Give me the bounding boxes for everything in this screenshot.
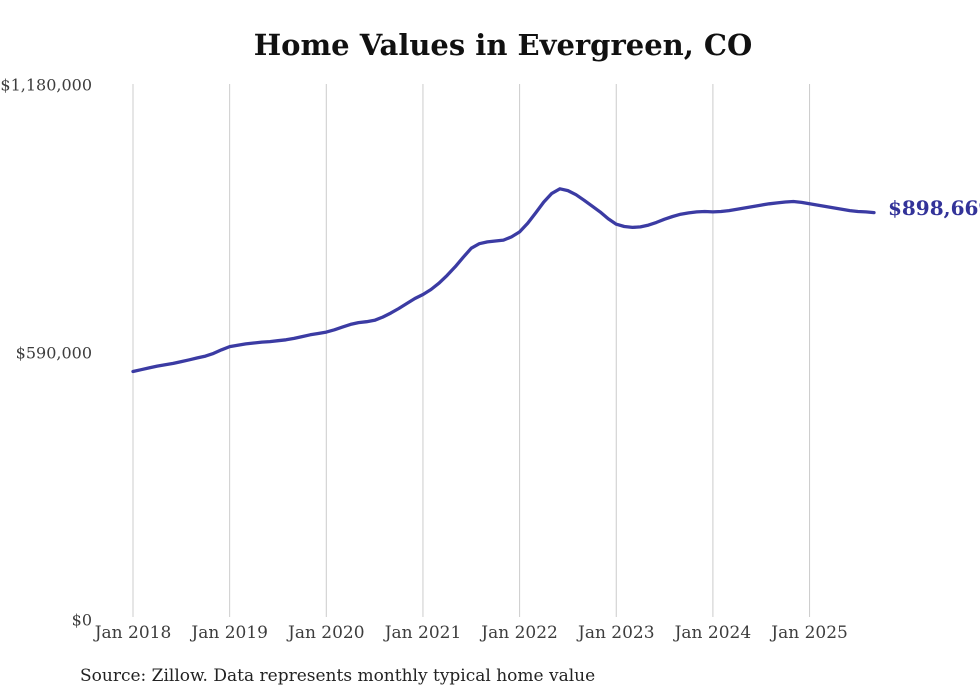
- x-axis-tick-label: Jan 2023: [578, 623, 655, 643]
- gridlines: [132, 84, 811, 617]
- y-axis-tick-label: $0: [71, 610, 92, 630]
- x-axis-tick-label: Jan 2021: [384, 623, 462, 643]
- x-axis-tick-label: Jan 2022: [481, 623, 558, 643]
- x-axis-tick-label: Jan 2018: [94, 623, 172, 643]
- x-axis-tick-label: Jan 2025: [771, 623, 848, 643]
- source-note: Source: Zillow. Data represents monthly …: [80, 666, 596, 686]
- x-axis-tick-label: Jan 2024: [674, 623, 752, 643]
- y-axis-tick-label: $590,000: [15, 343, 92, 362]
- y-axis-tick-label: $1,180,000: [0, 75, 92, 95]
- x-axis-tick-label: Jan 2020: [288, 623, 365, 643]
- x-axis-tick-label: Jan 2019: [191, 623, 268, 643]
- chart-title: Home Values in Evergreen, CO: [253, 28, 753, 62]
- end-value-label: $898,669: [887, 195, 980, 220]
- home-value-line: [131, 187, 876, 374]
